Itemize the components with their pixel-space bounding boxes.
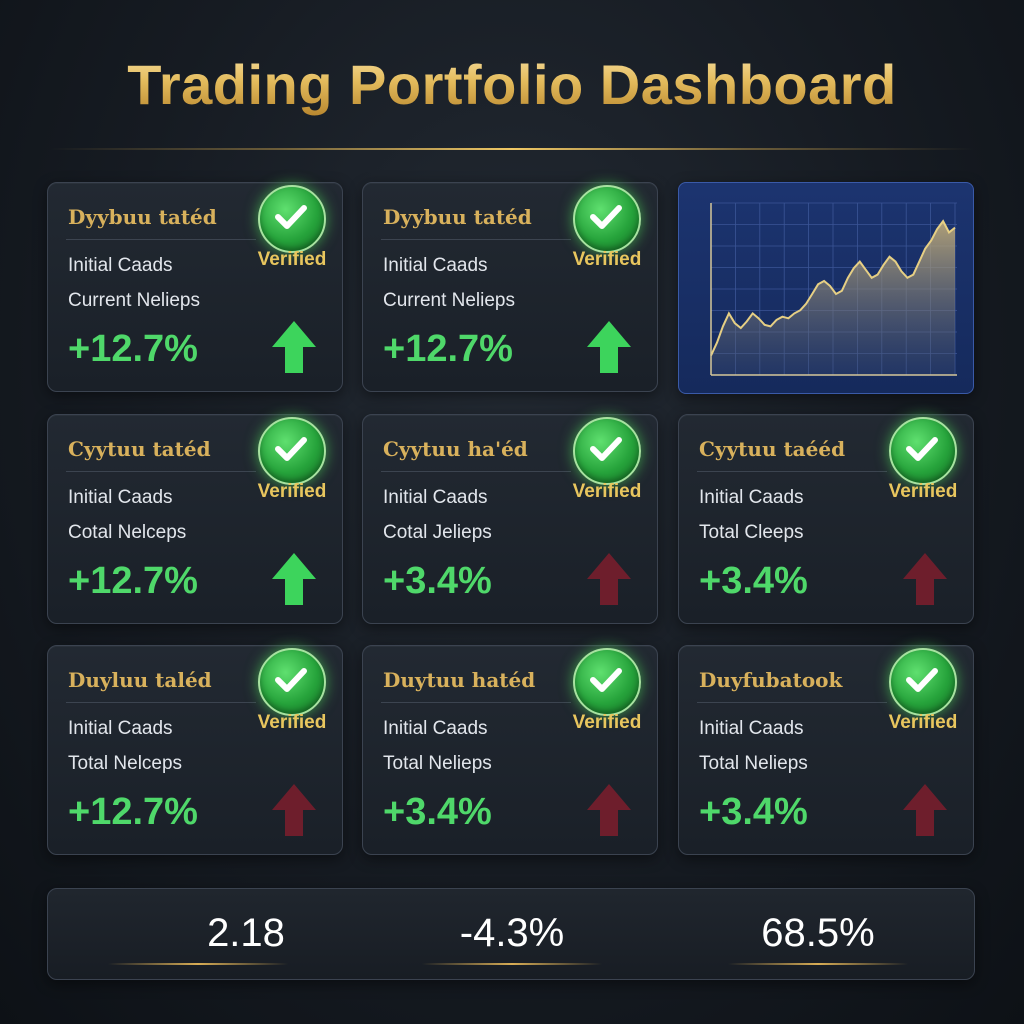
verified-badge: Verified [257, 712, 327, 733]
verified-badge: Verified [888, 481, 958, 502]
card-title: Duytuu hatéd [383, 668, 536, 692]
portfolio-card[interactable]: Dyybuu tatéd Initial Caads Current Nelie… [362, 182, 658, 392]
check-circle-icon [889, 417, 957, 485]
arrow-up-dark-red-icon [587, 784, 631, 836]
verified-badge: Verified [257, 249, 327, 270]
arrow-up-green-icon [587, 321, 631, 373]
stat-underline [108, 963, 288, 965]
stat-value: 68.5% [761, 911, 875, 955]
performance-chart-svg [710, 202, 957, 376]
stat-value: -4.3% [459, 911, 565, 955]
portfolio-card[interactable]: Cyytuu ha'éd Initial Caads Cotal Jelieps… [362, 414, 658, 624]
chart-line [710, 219, 956, 357]
card-line-total: Cotal Jelieps [383, 522, 492, 543]
card-title: Dyybuu tatéd [68, 205, 217, 229]
card-line-initial: Initial Caads [68, 487, 173, 508]
card-change-value: +3.4% [699, 791, 808, 833]
card-line-initial: Initial Caads [68, 255, 173, 276]
card-line-current: Current Nelieps [383, 290, 515, 311]
portfolio-card[interactable]: Duyfubatook Initial Caads Total Nelieps … [678, 645, 974, 855]
card-divider [381, 471, 571, 472]
card-line-total: Cotal Nelceps [68, 522, 187, 543]
card-change-value: +12.7% [68, 560, 198, 602]
card-divider [66, 471, 256, 472]
verified-badge: Verified [257, 481, 327, 502]
page-title: Trading Portfolio Dashboard [0, 52, 1024, 117]
card-change-value: +12.7% [68, 328, 198, 370]
portfolio-card[interactable]: Duytuu hatéd Initial Caads Total Nelieps… [362, 645, 658, 855]
card-change-value: +3.4% [383, 560, 492, 602]
verified-badge: Verified [572, 249, 642, 270]
card-change-value: +12.7% [383, 328, 513, 370]
arrow-up-green-icon [272, 553, 316, 605]
title-divider [50, 148, 974, 150]
stat-underline [728, 963, 908, 965]
arrow-up-dark-red-icon [272, 784, 316, 836]
card-line-total: Total Nelieps [699, 753, 808, 774]
card-line-total: Total Cleeps [699, 522, 804, 543]
card-title: Duyfubatook [699, 668, 843, 692]
check-circle-icon [573, 648, 641, 716]
check-circle-icon [573, 185, 641, 253]
arrow-up-dark-red-icon [903, 553, 947, 605]
verified-badge: Verified [572, 481, 642, 502]
card-divider [66, 239, 256, 240]
check-circle-icon [258, 648, 326, 716]
card-divider [66, 702, 256, 703]
card-title: Duyluu taléd [68, 668, 212, 692]
card-line-initial: Initial Caads [699, 487, 804, 508]
card-line-current: Current Nelieps [68, 290, 200, 311]
check-circle-icon [258, 185, 326, 253]
performance-chart [678, 182, 974, 394]
card-line-total: Total Nelceps [68, 753, 183, 774]
check-circle-icon [889, 648, 957, 716]
portfolio-card[interactable]: Cyytuu tatéd Initial Caads Cotal Nelceps… [47, 414, 343, 624]
card-title: Dyybuu tatéd [383, 205, 532, 229]
card-divider [697, 702, 887, 703]
card-change-value: +12.7% [68, 791, 198, 833]
summary-stats-bar: 2.18 -4.3% 68.5% [47, 888, 975, 980]
card-line-total: Total Nelieps [383, 753, 492, 774]
portfolio-card[interactable]: Dyybuu tatéd Initial Caads Current Nelie… [47, 182, 343, 392]
portfolio-card[interactable]: Duyluu taléd Initial Caads Total Nelceps… [47, 645, 343, 855]
card-divider [381, 702, 571, 703]
card-title: Cyytuu ha'éd [383, 437, 528, 461]
stat-value: 2.18 [207, 911, 285, 955]
check-circle-icon [573, 417, 641, 485]
card-line-initial: Initial Caads [383, 487, 488, 508]
stat-underline [422, 963, 602, 965]
verified-badge: Verified [572, 712, 642, 733]
portfolio-card[interactable]: Cyytuu taééd Initial Caads Total Cleeps … [678, 414, 974, 624]
arrow-up-green-icon [272, 321, 316, 373]
check-circle-icon [258, 417, 326, 485]
arrow-up-dark-red-icon [587, 553, 631, 605]
card-line-initial: Initial Caads [383, 718, 488, 739]
card-line-initial: Initial Caads [699, 718, 804, 739]
card-change-value: +3.4% [699, 560, 808, 602]
card-line-initial: Initial Caads [383, 255, 488, 276]
chart-area [711, 221, 955, 375]
card-divider [697, 471, 887, 472]
card-title: Cyytuu taééd [699, 437, 846, 461]
card-title: Cyytuu tatéd [68, 437, 211, 461]
card-line-initial: Initial Caads [68, 718, 173, 739]
card-change-value: +3.4% [383, 791, 492, 833]
arrow-up-dark-red-icon [903, 784, 947, 836]
card-divider [381, 239, 571, 240]
verified-badge: Verified [888, 712, 958, 733]
